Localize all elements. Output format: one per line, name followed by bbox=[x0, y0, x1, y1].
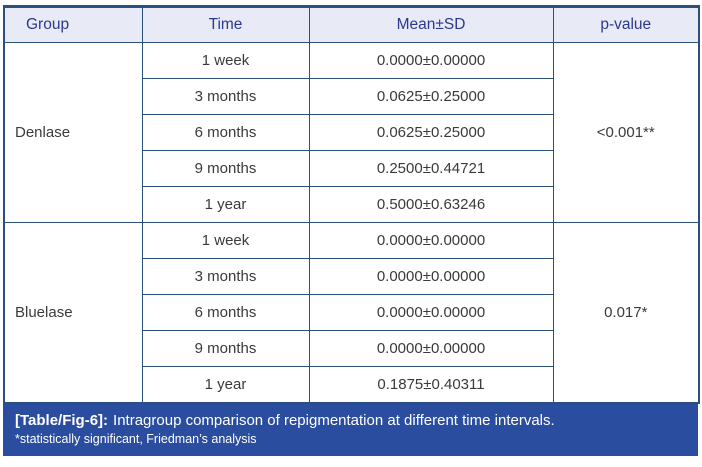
mean-sd-cell: 0.0625±0.25000 bbox=[308, 114, 554, 151]
time-cell: 1 week bbox=[141, 222, 310, 259]
time-cell: 6 months bbox=[141, 294, 310, 331]
table-row: 6 months 0.0625±0.25000 bbox=[4, 114, 699, 151]
header-cell-time: Time bbox=[141, 6, 310, 43]
time-cell: 1 year bbox=[141, 186, 310, 223]
caption-text: Intragroup comparison of repigmentation … bbox=[113, 411, 555, 429]
mean-sd-cell: 0.1875±0.40311 bbox=[308, 366, 554, 403]
time-cell: 6 months bbox=[141, 114, 310, 151]
table-row: Bluelase 1 week 0.0000±0.00000 0.017* bbox=[3, 222, 700, 403]
table-row: 3 months 0.0625±0.25000 bbox=[4, 78, 699, 115]
table-row: 6 months 0.0000±0.00000 bbox=[4, 294, 699, 331]
table-figure: Group Time Mean±SD p-value Denlase 1 wee… bbox=[3, 5, 700, 456]
group-cell: Bluelase bbox=[3, 222, 143, 403]
mean-sd-cell: 0.0000±0.00000 bbox=[308, 294, 554, 331]
mean-sd-cell: 0.5000±0.63246 bbox=[308, 186, 554, 223]
caption: [Table/Fig-6]: Intragroup comparison of r… bbox=[15, 411, 686, 431]
table-row: 3 months 0.0000±0.00000 bbox=[4, 258, 699, 295]
time-cell: 1 year bbox=[141, 366, 310, 403]
footnote: *statistically significant, Friedman’s a… bbox=[15, 431, 257, 446]
time-cell: 9 months bbox=[141, 330, 310, 367]
table-row: 1 year 0.1875±0.40311 bbox=[4, 366, 699, 403]
mean-sd-cell: 0.2500±0.44721 bbox=[308, 150, 554, 187]
time-cell: 1 week bbox=[141, 42, 310, 79]
table-row: 9 months 0.0000±0.00000 bbox=[4, 330, 699, 367]
mean-sd-cell: 0.0625±0.25000 bbox=[308, 78, 554, 115]
header-cell-p-value: p-value bbox=[552, 6, 700, 43]
results-table: Group Time Mean±SD p-value Denlase 1 wee… bbox=[3, 5, 700, 404]
group-cell: Denlase bbox=[3, 42, 143, 223]
mean-sd-cell: 0.0000±0.00000 bbox=[308, 258, 554, 295]
time-cell: 9 months bbox=[141, 150, 310, 187]
p-value-cell: <0.001** bbox=[552, 42, 700, 223]
mean-sd-cell: 0.0000±0.00000 bbox=[308, 42, 554, 79]
figure-caption-band: [Table/Fig-6]: Intragroup comparison of r… bbox=[3, 403, 698, 456]
table-row: Denlase 1 week 0.0000±0.00000 <0.001** bbox=[3, 42, 700, 223]
p-value-cell: 0.017* bbox=[552, 222, 700, 403]
table-row: 1 year 0.5000±0.63246 bbox=[4, 186, 699, 223]
time-cell: 3 months bbox=[141, 78, 310, 115]
header-cell-group: Group bbox=[3, 6, 143, 43]
mean-sd-cell: 0.0000±0.00000 bbox=[308, 330, 554, 367]
time-cell: 3 months bbox=[141, 258, 310, 295]
header-cell-mean-sd: Mean±SD bbox=[308, 6, 554, 43]
header-row: Group Time Mean±SD p-value bbox=[3, 6, 700, 43]
mean-sd-cell: 0.0000±0.00000 bbox=[308, 222, 554, 259]
caption-tag: [Table/Fig-6]: bbox=[15, 411, 109, 429]
table-row: 9 months 0.2500±0.44721 bbox=[4, 150, 699, 187]
